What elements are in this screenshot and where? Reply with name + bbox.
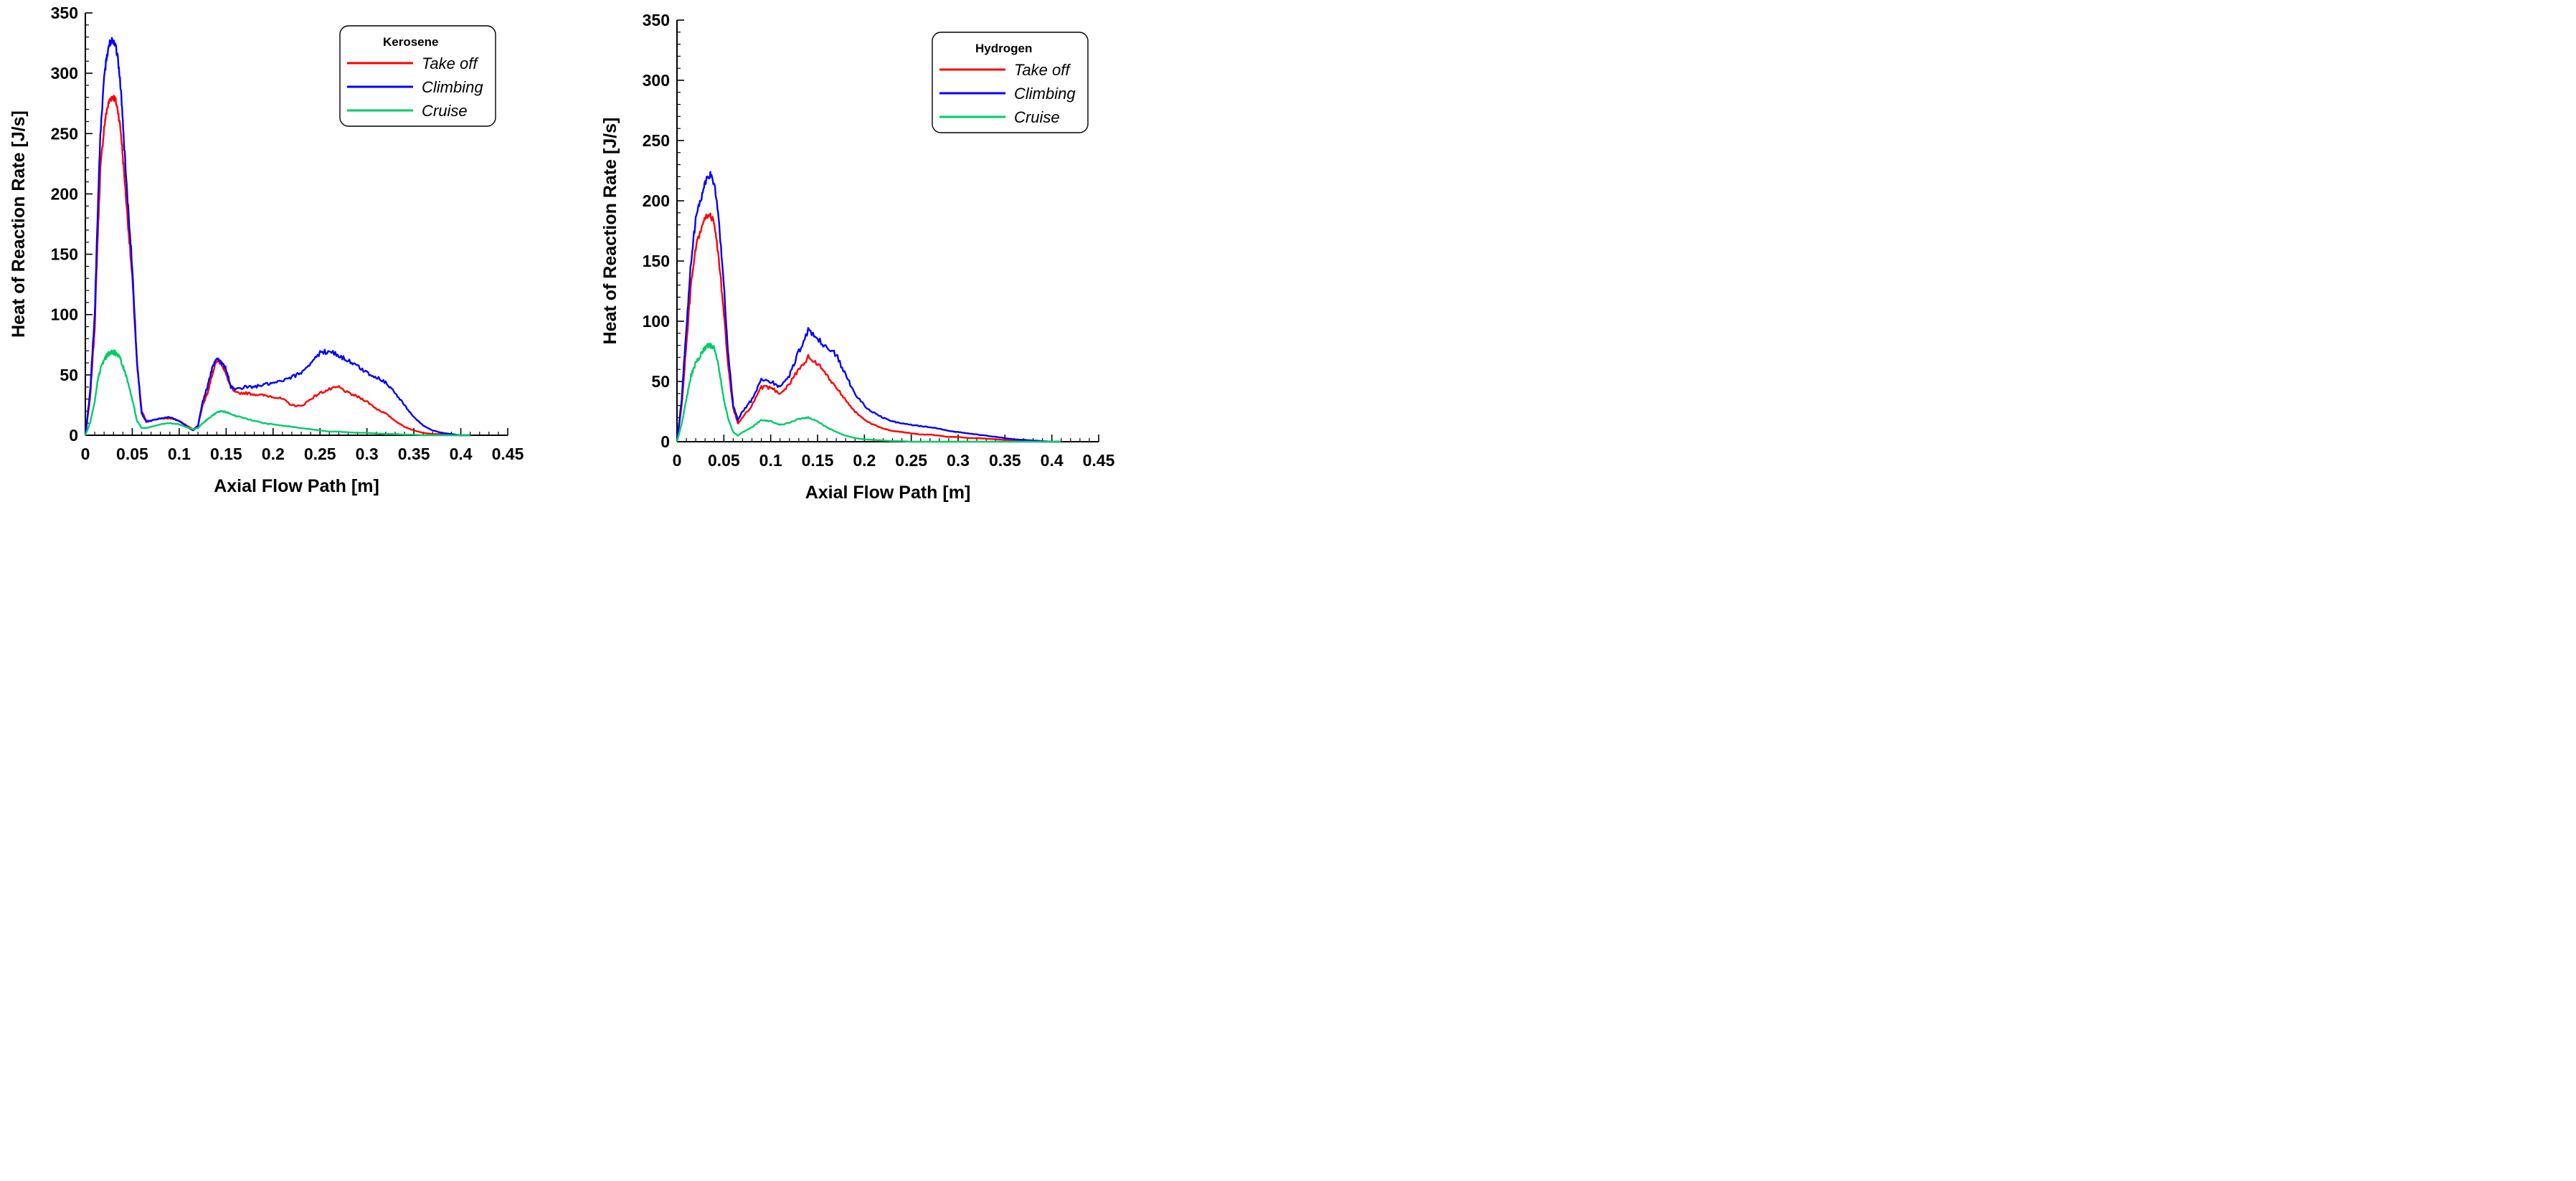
y-tick-label: 0 <box>69 426 78 445</box>
x-tick-label: 0.45 <box>1083 451 1115 470</box>
legend-label: Take off <box>422 54 479 72</box>
figure: 0 0.05 0.1 0.15 0.2 0.25 0.3 0.35 0.4 0.450501001… <box>9 4 1115 503</box>
x-axis-title: Axial Flow Path [m] <box>214 476 379 496</box>
x-tick-label: 0.1 <box>168 445 191 463</box>
legend-box <box>932 32 1089 133</box>
legend-label: Take off <box>1014 61 1071 79</box>
y-axis-title: Heat of Reaction Rate [J/s] <box>600 118 620 345</box>
y-tick-label: 200 <box>51 184 78 203</box>
y-tick-label: 150 <box>643 252 670 270</box>
kerosene-chart: 0 0.05 0.1 0.15 0.2 0.25 0.3 0.35 0.4 0.45 0 50 100 1… <box>9 4 524 496</box>
x-tick-label: 0.05 <box>708 451 740 470</box>
y-tick-label: 250 <box>643 131 670 150</box>
series-line-cruise <box>84 349 470 437</box>
y-axis-title: Heat of Reaction Rate [J/s] <box>9 110 29 338</box>
y-tick-label: 100 <box>643 312 670 331</box>
x-tick-label: 0.15 <box>802 451 834 470</box>
legend: Kerosene Take off Climbing Cruise <box>339 25 496 127</box>
y-tick-label: 300 <box>51 64 78 82</box>
y-tick-label: 100 <box>51 305 78 324</box>
y-tick-label: 50 <box>60 366 78 384</box>
x-tick-label: 0.15 <box>210 445 242 463</box>
y-tick-label: 250 <box>51 124 78 143</box>
x-tick-label: 0.25 <box>895 451 927 470</box>
legend-label: Climbing <box>1014 85 1076 103</box>
series-line-climbing <box>84 37 470 437</box>
x-tick-label: 0 <box>673 451 682 470</box>
x-tick-label: 0.3 <box>356 445 379 463</box>
x-tick-label: 0.2 <box>853 451 876 470</box>
y-tick-label: 50 <box>651 372 670 391</box>
series-line-climbing <box>676 171 1061 443</box>
series-line-take-off <box>84 95 470 437</box>
y-tick-label: 0 <box>660 432 670 451</box>
legend-label: Cruise <box>422 102 468 120</box>
y-tick-label: 200 <box>643 191 670 210</box>
x-tick-label: 0.2 <box>262 445 285 463</box>
x-axis-title: Axial Flow Path [m] <box>805 483 971 503</box>
legend-title: Kerosene <box>383 35 438 49</box>
x-tick-label: 0.35 <box>989 451 1021 470</box>
series-line-cruise <box>676 342 1061 443</box>
y-tick-label: 150 <box>51 245 78 264</box>
x-tick-label: 0.05 <box>116 445 148 463</box>
x-tick-label: 0.1 <box>759 451 782 470</box>
x-tick-label: 0.4 <box>1041 451 1064 470</box>
x-tick-label: 0.25 <box>304 445 336 463</box>
legend-box <box>339 25 496 127</box>
x-tick-label: 0.45 <box>492 445 524 463</box>
series-line-take-off <box>676 212 1061 443</box>
x-tick-label: 0 <box>81 445 90 463</box>
x-tick-label: 0.35 <box>398 445 430 463</box>
x-tick-label: 0.3 <box>947 451 970 470</box>
legend-title: Hydrogen <box>975 42 1032 55</box>
legend-label: Climbing <box>422 78 483 96</box>
legend: Hydrogen Take off Climbing Cruise <box>932 32 1089 133</box>
y-tick-label: 350 <box>51 4 78 22</box>
hydrogen-chart: 0 0.05 0.1 0.15 0.2 0.25 0.3 0.35 0.4 0.45 0 50 100 1… <box>600 11 1115 503</box>
legend-label: Cruise <box>1014 108 1060 126</box>
y-tick-label: 300 <box>643 71 670 90</box>
y-tick-label: 350 <box>643 11 670 29</box>
x-tick-label: 0.4 <box>450 445 473 463</box>
